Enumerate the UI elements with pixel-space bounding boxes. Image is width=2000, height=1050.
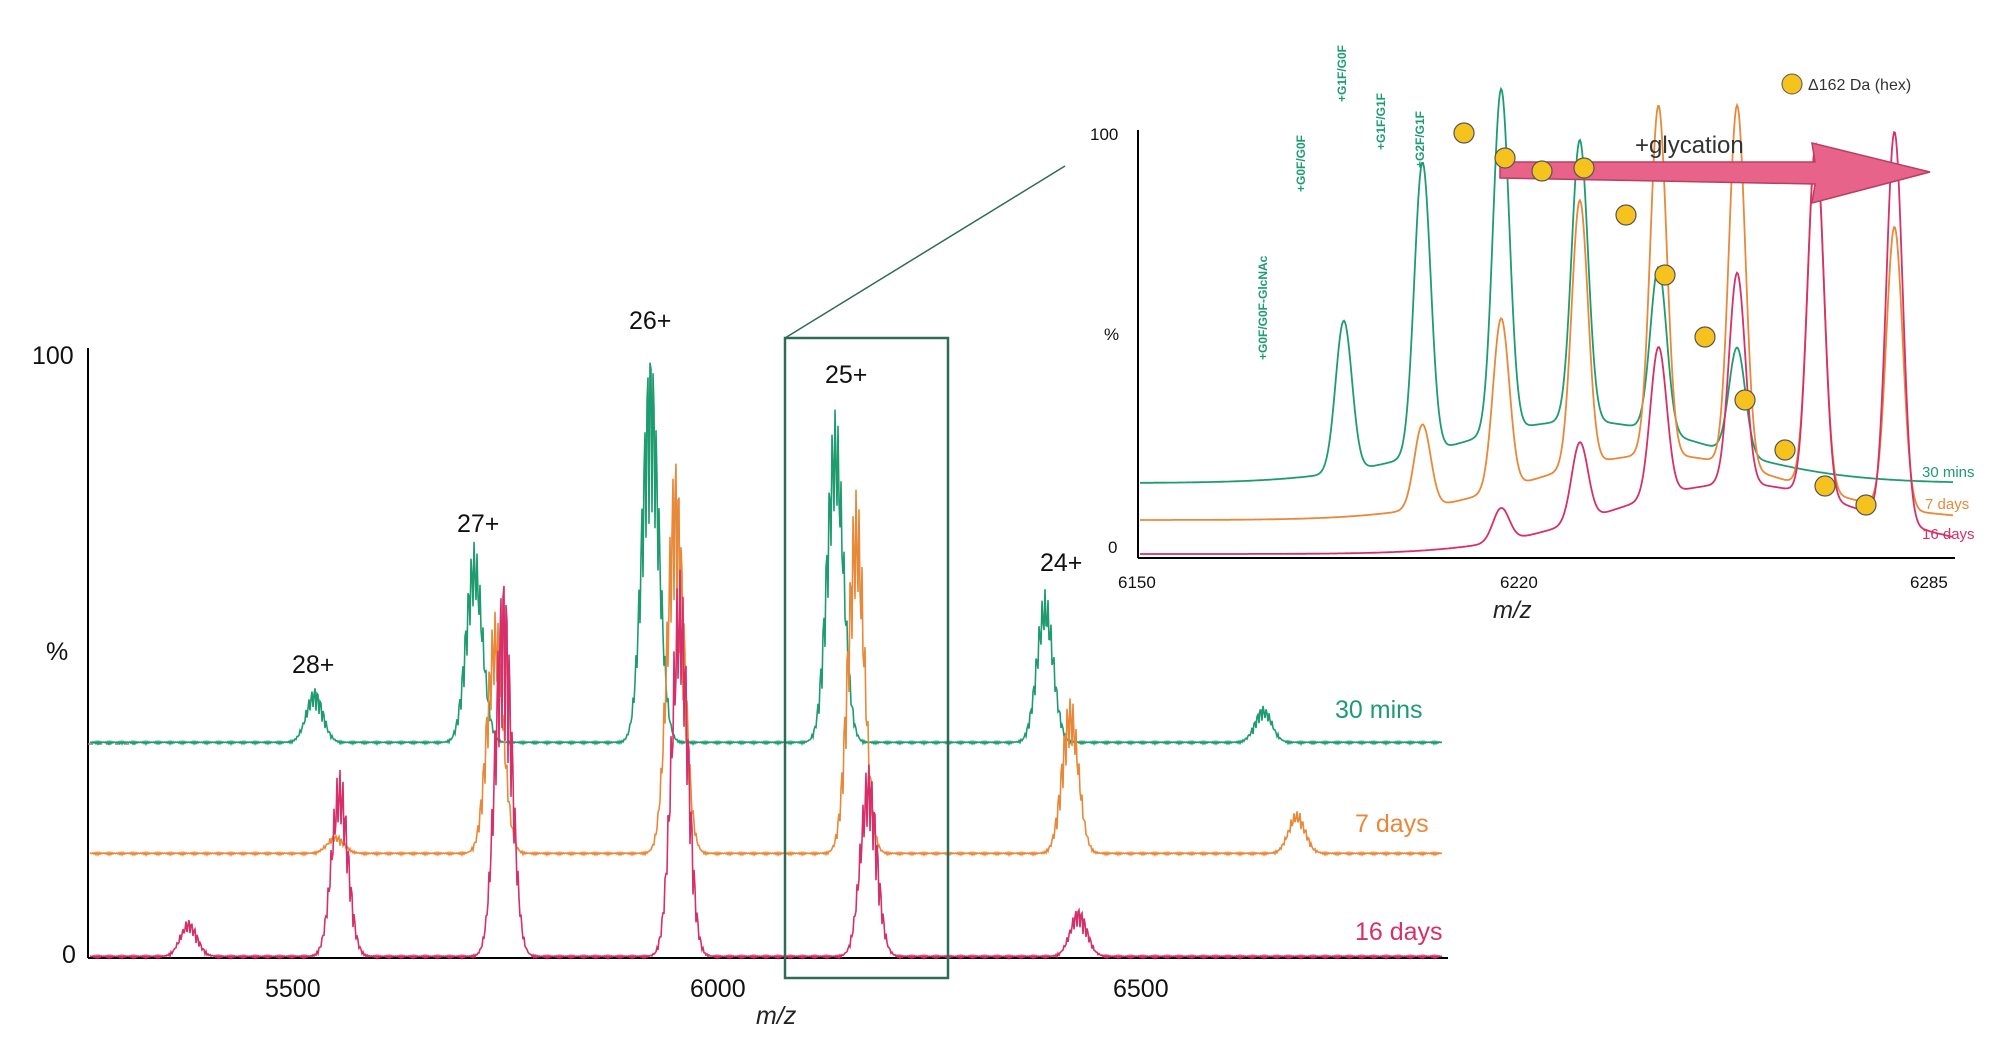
glycation-arrow-label: +glycation [1635, 132, 1744, 159]
inset-series-label-7-days: 7 days [1925, 496, 1969, 513]
series-label-30-mins: 30 mins [1335, 696, 1423, 724]
charge-label-26: 26+ [629, 307, 671, 335]
hex-markers [1453, 122, 1877, 516]
inset-y-tick-100: 100 [1090, 125, 1118, 144]
inset-trace-30-mins [1140, 86, 1953, 484]
charge-label-28: 28+ [292, 651, 334, 679]
inset-x-label: m/z [1493, 597, 1532, 624]
inset-y-label: % [1104, 325, 1119, 344]
main-chart: 100 0 % 5500 6000 6500 m/z 28+ 27+ 26+ 2… [32, 165, 1448, 1030]
glycoform-label-g1f-g1f: +G1F/G1F [1374, 93, 1388, 150]
trace-7-days [89, 463, 1443, 858]
legend-hex-label: Δ162 Da (hex) [1808, 77, 1911, 94]
hex-marker [1814, 475, 1836, 497]
inset-y-tick-0: 0 [1108, 538, 1117, 557]
inset-x-tick-6285: 6285 [1910, 573, 1948, 592]
hex-marker [1573, 157, 1595, 179]
hex-marker [1531, 160, 1553, 182]
main-y-tick-0: 0 [62, 941, 76, 969]
zoom-connector [784, 165, 1066, 339]
hex-marker [1694, 326, 1716, 348]
charge-label-27: 27+ [457, 510, 499, 538]
inset-chart: 100 0 % 6150 6220 6285 m/z +G0F/G0F-GlcN… [1090, 45, 1975, 624]
main-x-label: m/z [756, 1002, 797, 1030]
inset-x-tick-6220: 6220 [1500, 573, 1538, 592]
hex-marker [1774, 439, 1796, 461]
inset-series-label-30-mins: 30 mins [1922, 464, 1975, 481]
main-y-label: % [46, 638, 68, 666]
inset-x-tick-6150: 6150 [1118, 573, 1156, 592]
hex-marker [1734, 389, 1756, 411]
charge-label-24: 24+ [1040, 549, 1082, 577]
glycoform-label-g0f-g0f: +G0F/G0F [1294, 135, 1308, 192]
main-x-tick-6500: 6500 [1113, 975, 1169, 1003]
series-label-7-days: 7 days [1355, 810, 1429, 838]
glycation-arrow [1499, 142, 1931, 205]
main-x-tick-6000: 6000 [690, 975, 746, 1003]
hex-marker [1453, 122, 1475, 144]
inset-series-label-16-days: 16 days [1922, 526, 1975, 543]
hex-marker [1615, 204, 1637, 226]
legend-hex-marker-icon [1781, 73, 1803, 95]
glycoform-label-g2f-g1f: +G2F/G1F [1413, 111, 1427, 168]
main-x-tick-5500: 5500 [265, 975, 321, 1003]
trace-16-days [89, 569, 1443, 961]
charge-label-25: 25+ [825, 361, 867, 389]
hex-marker [1654, 264, 1676, 286]
hex-marker [1855, 494, 1877, 516]
series-label-16-days: 16 days [1355, 918, 1443, 946]
main-traces [89, 362, 1443, 961]
glycoform-label-g1f-g0f: +G1F/G0F [1335, 45, 1349, 102]
trace-30-mins [89, 362, 1443, 747]
hex-marker [1494, 147, 1516, 169]
glycoform-label-g0f-g0f-glcnac: +G0F/G0F-GlcNAc [1256, 255, 1270, 360]
zoom-box [783, 336, 950, 980]
main-y-tick-100: 100 [32, 342, 74, 370]
